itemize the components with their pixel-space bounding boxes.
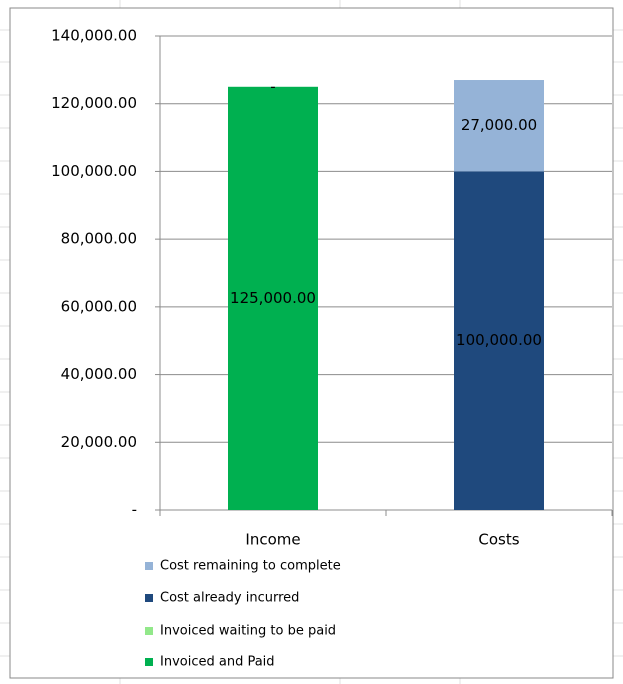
legend-swatch bbox=[145, 594, 153, 602]
legend-label: Cost remaining to complete bbox=[160, 559, 341, 574]
bar-segment bbox=[454, 80, 544, 172]
data-label: 125,000.00 bbox=[230, 289, 316, 307]
x-tick-label: Costs bbox=[478, 531, 519, 549]
bar-segment bbox=[228, 86, 318, 511]
y-tick-label: 120,000.00 bbox=[51, 94, 137, 112]
data-label: 27,000.00 bbox=[461, 116, 537, 134]
x-tick-label: Income bbox=[245, 531, 300, 549]
legend-swatch bbox=[145, 658, 153, 666]
data-label: 100,000.00 bbox=[456, 331, 542, 349]
y-tick-label: 80,000.00 bbox=[61, 230, 137, 248]
legend-label: Cost already incurred bbox=[160, 591, 299, 606]
y-tick-label: 60,000.00 bbox=[61, 297, 137, 315]
legend-swatch bbox=[145, 562, 153, 570]
y-tick-label: 40,000.00 bbox=[61, 365, 137, 383]
y-tick-label: 140,000.00 bbox=[51, 27, 137, 45]
legend-label: Invoiced and Paid bbox=[160, 655, 275, 670]
y-tick-label: - bbox=[132, 501, 137, 519]
legend-swatch bbox=[145, 627, 153, 635]
legend-label: Invoiced waiting to be paid bbox=[160, 624, 336, 639]
y-tick-label: 100,000.00 bbox=[51, 162, 137, 180]
data-label: - bbox=[270, 77, 275, 95]
bar-segment bbox=[454, 171, 544, 510]
y-tick-label: 20,000.00 bbox=[61, 433, 137, 451]
